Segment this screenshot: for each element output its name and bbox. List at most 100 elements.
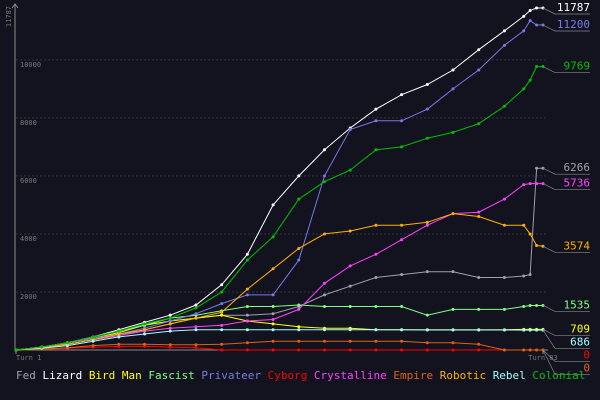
point [400, 348, 404, 352]
label-leader [542, 24, 590, 32]
point [528, 348, 532, 352]
point [117, 342, 121, 346]
point [245, 258, 249, 262]
y-tick-label: 6000 [20, 177, 37, 185]
point [502, 223, 506, 227]
point [117, 335, 121, 339]
point [117, 332, 121, 336]
point [194, 312, 198, 316]
end-label: 0 [583, 361, 590, 374]
point [245, 341, 249, 345]
point [245, 293, 249, 297]
point [322, 293, 326, 297]
point [322, 348, 326, 352]
point [168, 326, 172, 330]
point [194, 306, 198, 310]
point [400, 273, 404, 277]
point [522, 14, 526, 18]
point [374, 107, 378, 111]
series-line [15, 66, 543, 351]
label-leader [542, 183, 590, 190]
point [245, 328, 249, 332]
point [425, 220, 429, 224]
point [535, 303, 539, 307]
point [400, 304, 404, 308]
point [143, 328, 147, 332]
point [297, 348, 301, 352]
point [194, 325, 198, 329]
point [374, 339, 378, 343]
series-line [15, 314, 543, 351]
series-line [15, 345, 543, 351]
point [502, 197, 506, 201]
point [91, 335, 95, 339]
point [477, 68, 481, 72]
end-label: 11787 [557, 1, 590, 14]
point [451, 341, 455, 345]
point [220, 313, 224, 317]
point [245, 313, 249, 317]
point [477, 215, 481, 219]
point [143, 342, 147, 346]
point [477, 348, 481, 352]
point [348, 348, 352, 352]
point [535, 23, 539, 27]
point [271, 235, 275, 239]
point [271, 318, 275, 322]
label-leader [542, 7, 590, 15]
x-tick-label: Turn 1 [16, 354, 41, 362]
point [477, 210, 481, 214]
point [477, 122, 481, 126]
point [91, 344, 95, 348]
point [502, 328, 506, 332]
point [348, 168, 352, 172]
point [425, 348, 429, 352]
legend-entry: Empire [393, 369, 433, 382]
point [194, 303, 198, 307]
point [528, 273, 532, 277]
point [220, 283, 224, 287]
point [117, 345, 121, 349]
point [502, 43, 506, 47]
point [40, 345, 44, 349]
point [451, 87, 455, 91]
point [297, 303, 301, 307]
point [348, 339, 352, 343]
point [348, 264, 352, 268]
point [400, 145, 404, 149]
point [374, 119, 378, 123]
point [400, 119, 404, 123]
point [168, 316, 172, 320]
point [348, 229, 352, 233]
point [535, 65, 539, 69]
point [271, 203, 275, 207]
point [522, 274, 526, 278]
end-label: 0 [583, 348, 590, 361]
point [348, 328, 352, 332]
point [348, 284, 352, 288]
point [502, 275, 506, 279]
point [374, 275, 378, 279]
point [477, 275, 481, 279]
point [168, 313, 172, 317]
point [168, 345, 172, 349]
point [535, 328, 539, 332]
legend-entry: Cyborg [268, 369, 308, 382]
point [477, 48, 481, 52]
point [541, 65, 545, 69]
legend-entry: Colonial [532, 369, 585, 382]
point [528, 19, 532, 23]
point [65, 341, 69, 345]
end-label: 9769 [564, 60, 591, 73]
point [535, 348, 539, 352]
point [245, 287, 249, 291]
series-line [15, 183, 543, 351]
series-line [15, 340, 543, 351]
point [400, 238, 404, 242]
series-line [15, 20, 543, 351]
point [322, 328, 326, 332]
point [535, 244, 539, 248]
point [220, 323, 224, 327]
label-leader [542, 329, 590, 336]
